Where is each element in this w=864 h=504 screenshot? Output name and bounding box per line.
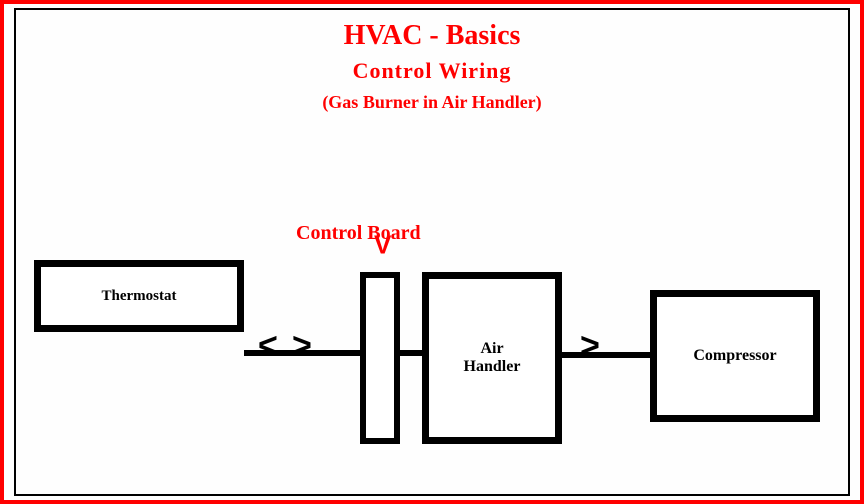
sub-subtitle: (Gas Burner in Air Handler) bbox=[0, 92, 864, 113]
node-air_handler: Air Handler bbox=[422, 272, 562, 444]
arrow-3: V bbox=[374, 229, 391, 260]
node-thermostat: Thermostat bbox=[34, 260, 244, 332]
arrow-1: > bbox=[292, 327, 312, 366]
control-board-label: Control Board bbox=[296, 222, 421, 245]
wire-2 bbox=[562, 352, 650, 358]
wire-1 bbox=[400, 350, 422, 356]
diagram-canvas: HVAC - Basics Control Wiring (Gas Burner… bbox=[0, 0, 864, 504]
node-compressor: Compressor bbox=[650, 290, 820, 422]
node-control_board bbox=[360, 272, 400, 444]
arrow-0: < bbox=[258, 327, 278, 366]
subtitle: Control Wiring bbox=[0, 58, 864, 84]
arrow-2: > bbox=[580, 327, 600, 366]
title: HVAC - Basics bbox=[0, 20, 864, 52]
